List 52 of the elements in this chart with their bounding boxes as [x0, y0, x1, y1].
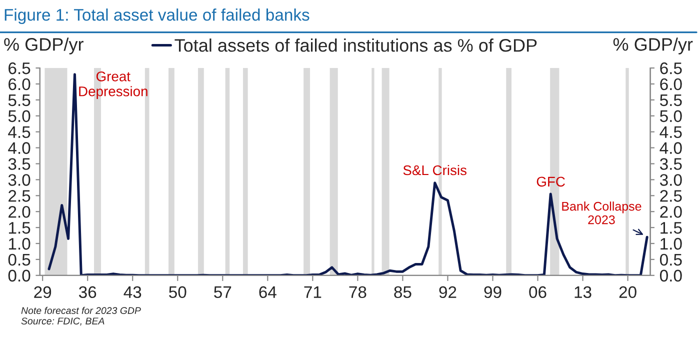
y-tick-label: 6.5: [8, 62, 30, 74]
y-tick-label: 2.0: [8, 206, 30, 218]
legend-label: Total assets of failed institutions as % of GDP: [174, 38, 537, 52]
x-tick-label: 92: [439, 286, 456, 298]
y2-tick-label: 2.0: [660, 206, 682, 218]
annotation: Bank Collapse 2023: [562, 202, 642, 224]
annotation: GFC: [536, 176, 565, 187]
y2-tick-label: 3.5: [660, 158, 682, 170]
y-tick-label: 1.5: [8, 222, 30, 234]
y-tick-label: 1.0: [8, 238, 30, 250]
y-tick-label: 4.5: [8, 126, 30, 138]
y2-tick-label: 4.0: [660, 142, 682, 154]
y-tick-label: 3.5: [8, 158, 30, 170]
x-tick-label: 13: [574, 286, 592, 298]
y2-tick-label: 0.5: [660, 254, 682, 266]
chart-title: Figure 1: Total asset value of failed banks: [4, 8, 310, 24]
y-tick-label: 5.5: [8, 94, 30, 106]
x-tick-label: 43: [124, 286, 142, 298]
y2-axis-title: % GDP/yr: [613, 38, 693, 54]
y2-tick-label: 1.5: [660, 222, 682, 234]
y2-tick-label: 5.5: [660, 94, 682, 106]
y2-tick-label: 1.0: [660, 238, 682, 250]
x-tick-label: 36: [78, 286, 96, 298]
x-tick-label: 85: [394, 286, 412, 298]
y-tick-label: 3.0: [8, 174, 30, 186]
y2-tick-label: 0.0: [660, 270, 682, 282]
y-tick-label: 0.0: [8, 270, 30, 282]
y-tick-label: 0.5: [8, 254, 30, 266]
line-series: [48, 73, 648, 276]
x-tick-label: 50: [169, 286, 186, 298]
y2-tick-label: 3.0: [660, 174, 682, 186]
y-axis-title: % GDP/yr: [4, 38, 84, 54]
x-tick-label: 99: [484, 286, 502, 298]
y2-tick-label: 4.5: [660, 126, 682, 138]
x-tick-label: 64: [259, 286, 276, 298]
text: Note forecast for 2023 GDP Source: FDIC, BEA: [21, 306, 141, 326]
y-tick-label: 2.5: [8, 190, 30, 202]
x-tick-label: 20: [619, 286, 636, 298]
y-tick-label: 6.0: [8, 78, 30, 90]
y-tick-label: 4.0: [8, 142, 30, 154]
x-tick-label: 57: [214, 286, 232, 298]
y2-tick-label: 2.5: [660, 190, 682, 202]
x-tick-label: 06: [529, 286, 546, 298]
y2-tick-label: 6.0: [660, 78, 682, 90]
y-tick-label: 5.0: [8, 110, 30, 122]
x-tick-label: 71: [304, 286, 322, 298]
y2-tick-label: 5.0: [660, 110, 682, 122]
x-tick-label: 78: [349, 286, 366, 298]
annotation: S&L Crisis: [403, 164, 466, 176]
annotation: Great Depression: [79, 71, 148, 100]
y2-tick-label: 6.5: [660, 62, 682, 74]
x-tick-label: 29: [34, 286, 52, 298]
